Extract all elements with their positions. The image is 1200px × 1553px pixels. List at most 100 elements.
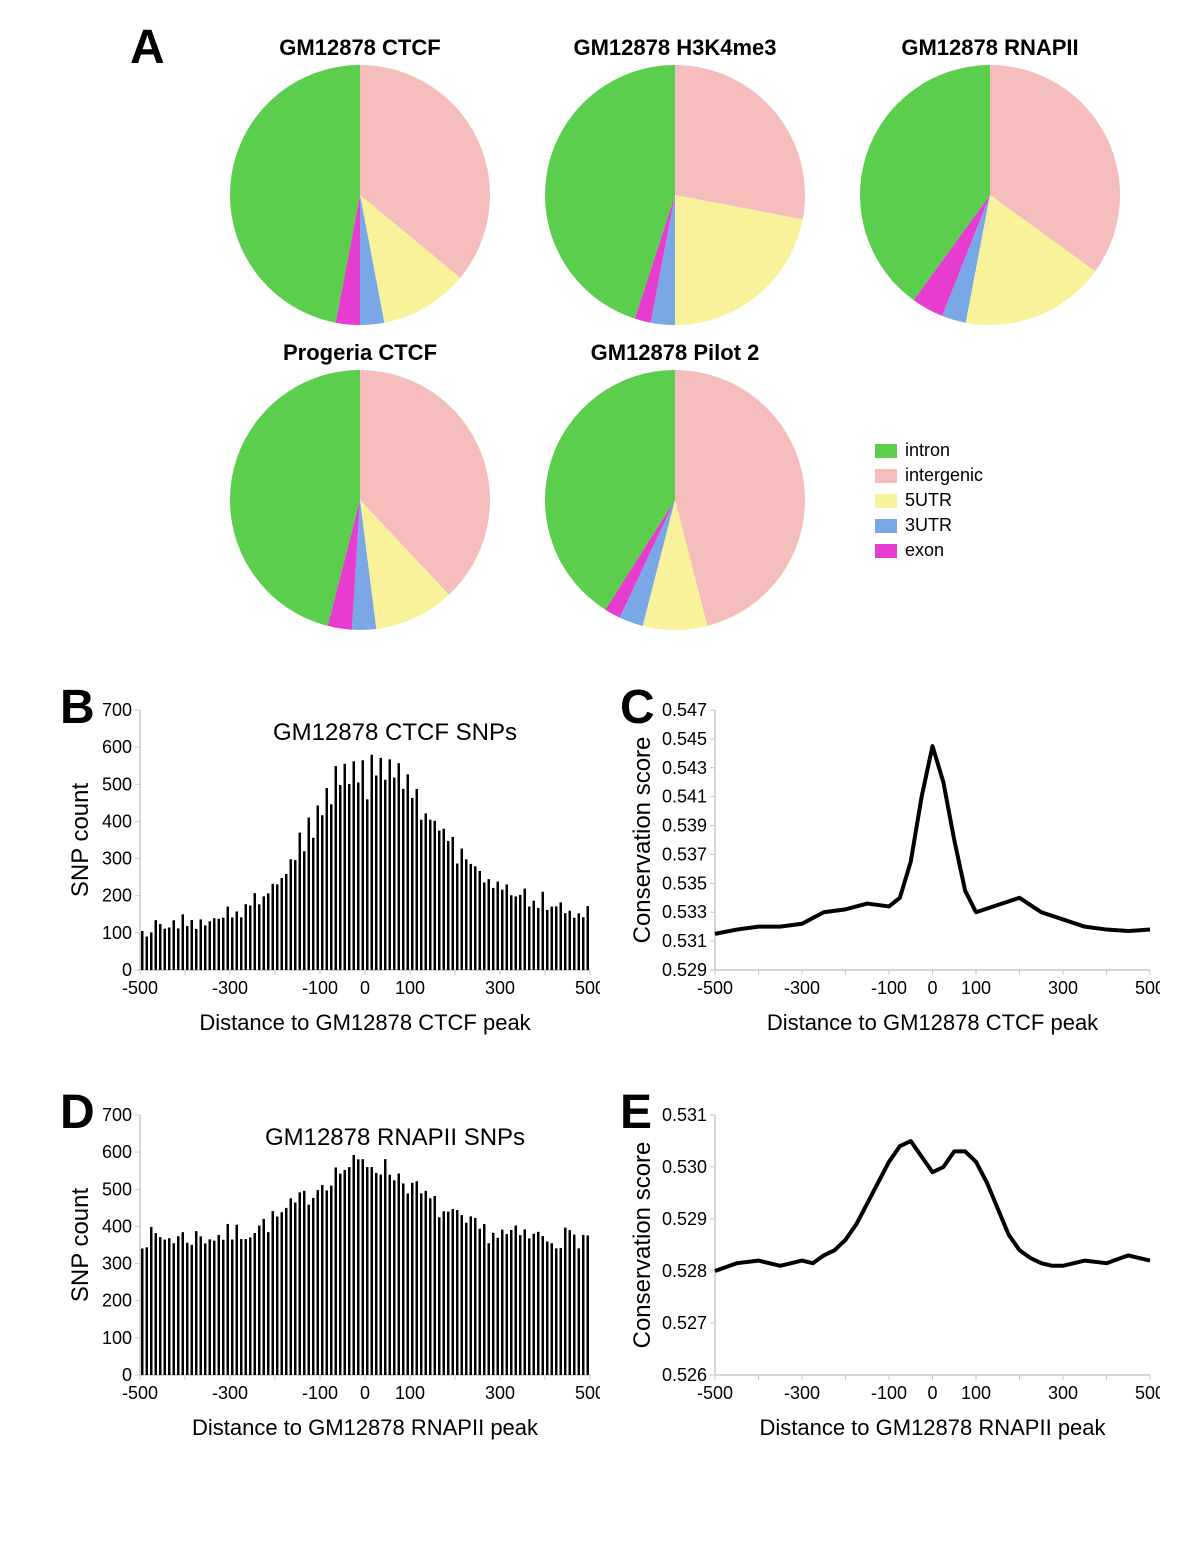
x-tick-label: -500 bbox=[122, 978, 158, 998]
legend-item: exon bbox=[875, 540, 983, 561]
bar bbox=[335, 1167, 337, 1375]
bar bbox=[564, 1228, 566, 1375]
pie-chart bbox=[230, 65, 490, 325]
x-tick-label: 100 bbox=[961, 978, 991, 998]
bar bbox=[344, 1170, 346, 1375]
y-tick-label: 700 bbox=[102, 1105, 132, 1125]
pie-title: GM12878 Pilot 2 bbox=[535, 340, 815, 366]
bar bbox=[542, 892, 544, 970]
bar bbox=[249, 1237, 251, 1375]
x-tick-label: 500 bbox=[1135, 978, 1160, 998]
bar bbox=[389, 1175, 391, 1375]
bar bbox=[177, 1236, 179, 1375]
bar bbox=[362, 760, 364, 970]
legend-item: 5UTR bbox=[875, 490, 983, 511]
bar bbox=[159, 924, 161, 970]
bar bbox=[425, 1191, 427, 1375]
bar bbox=[465, 859, 467, 970]
x-tick-label: -500 bbox=[697, 978, 733, 998]
bar bbox=[285, 874, 287, 970]
bar bbox=[537, 1232, 539, 1375]
bar bbox=[398, 763, 400, 970]
y-tick-label: 0.545 bbox=[662, 729, 707, 749]
bar bbox=[164, 929, 166, 970]
y-tick-label: 200 bbox=[102, 1291, 132, 1311]
bar bbox=[294, 860, 296, 970]
bar bbox=[510, 1230, 512, 1375]
bar bbox=[285, 1208, 287, 1375]
bar bbox=[366, 1167, 368, 1375]
bar bbox=[258, 904, 260, 970]
bar bbox=[411, 1183, 413, 1375]
bar bbox=[362, 1159, 364, 1375]
bar bbox=[546, 1242, 548, 1375]
bar bbox=[443, 829, 445, 970]
line-series bbox=[715, 746, 1150, 934]
y-tick-label: 0.529 bbox=[662, 960, 707, 980]
bar bbox=[524, 889, 526, 970]
x-tick-label: -500 bbox=[122, 1383, 158, 1403]
bar bbox=[200, 919, 202, 970]
bar bbox=[276, 1217, 278, 1375]
bar bbox=[375, 1173, 377, 1375]
y-tick-label: 0.543 bbox=[662, 758, 707, 778]
x-tick-label: 300 bbox=[1048, 978, 1078, 998]
bar bbox=[321, 815, 323, 970]
y-tick-label: 0 bbox=[122, 960, 132, 980]
y-tick-label: 0.528 bbox=[662, 1261, 707, 1281]
bar bbox=[249, 906, 251, 970]
bar bbox=[429, 1198, 431, 1375]
y-tick-label: 0.539 bbox=[662, 816, 707, 836]
bar bbox=[384, 1159, 386, 1375]
bar bbox=[551, 1243, 553, 1375]
y-tick-label: 600 bbox=[102, 1142, 132, 1162]
bar bbox=[146, 1247, 148, 1375]
y-tick-label: 0.535 bbox=[662, 873, 707, 893]
bar bbox=[245, 904, 247, 970]
bar bbox=[398, 1174, 400, 1375]
x-tick-label: -100 bbox=[302, 978, 338, 998]
y-tick-label: 600 bbox=[102, 737, 132, 757]
pie-slice-intron bbox=[230, 65, 360, 323]
bar bbox=[582, 917, 584, 970]
bar bbox=[200, 1236, 202, 1375]
bar bbox=[254, 1233, 256, 1375]
bar bbox=[470, 1216, 472, 1375]
y-axis-label: Conservation score bbox=[630, 1142, 656, 1349]
bar bbox=[587, 1235, 589, 1375]
bar bbox=[371, 755, 373, 970]
bar bbox=[182, 914, 184, 970]
y-tick-label: 100 bbox=[102, 923, 132, 943]
y-tick-label: 0.537 bbox=[662, 844, 707, 864]
bar bbox=[236, 1225, 238, 1375]
bar bbox=[227, 1224, 229, 1375]
pie-title: Progeria CTCF bbox=[220, 340, 500, 366]
panel-e-chart: 0.5260.5270.5280.5290.5300.531-500-300-1… bbox=[630, 1105, 1160, 1445]
bar bbox=[186, 1243, 188, 1375]
bar bbox=[326, 788, 328, 970]
bar bbox=[303, 1191, 305, 1375]
bar bbox=[218, 1235, 220, 1375]
bar bbox=[155, 920, 157, 970]
bar bbox=[267, 1232, 269, 1375]
y-tick-label: 300 bbox=[102, 849, 132, 869]
line-series bbox=[715, 1141, 1150, 1271]
bar bbox=[263, 896, 265, 970]
y-tick-label: 400 bbox=[102, 811, 132, 831]
bar bbox=[222, 918, 224, 970]
bar bbox=[456, 864, 458, 970]
legend-item: 3UTR bbox=[875, 515, 983, 536]
bar bbox=[312, 838, 314, 970]
panel-d-chart: 0100200300400500600700-500-300-100010030… bbox=[70, 1105, 600, 1445]
bar bbox=[537, 908, 539, 970]
bar bbox=[182, 1232, 184, 1375]
y-tick-label: 400 bbox=[102, 1216, 132, 1236]
bar bbox=[483, 1224, 485, 1375]
panel-c-chart: 0.5290.5310.5330.5350.5370.5390.5410.543… bbox=[630, 700, 1160, 1040]
bar bbox=[227, 907, 229, 970]
bar bbox=[515, 1225, 517, 1375]
legend-item: intron bbox=[875, 440, 983, 461]
bar bbox=[506, 1234, 508, 1375]
bar bbox=[308, 818, 310, 970]
x-tick-label: 0 bbox=[927, 978, 937, 998]
